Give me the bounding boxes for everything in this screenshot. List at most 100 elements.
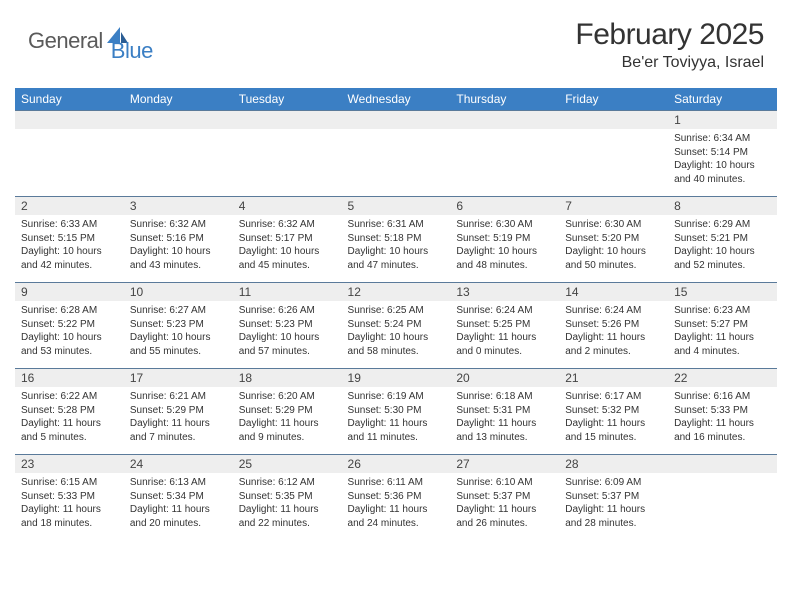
calendar-cell: 28Sunrise: 6:09 AMSunset: 5:37 PMDayligh… (559, 454, 668, 540)
sunrise-label: Sunrise: (239, 391, 278, 402)
sunset-value: 5:36 PM (384, 491, 421, 502)
day-number: 8 (668, 196, 777, 215)
calendar-cell (124, 110, 233, 196)
day-number: 22 (668, 368, 777, 387)
daylight-label: Daylight: (348, 504, 390, 515)
sunset-label: Sunset: (674, 405, 711, 416)
daylight-label: Daylight: (348, 332, 390, 343)
day-details: Sunrise: 6:15 AMSunset: 5:33 PMDaylight:… (15, 473, 124, 533)
calendar-cell: 13Sunrise: 6:24 AMSunset: 5:25 PMDayligh… (450, 282, 559, 368)
day-number: 27 (450, 454, 559, 473)
calendar-cell (559, 110, 668, 196)
daylight-label: Daylight: (565, 332, 607, 343)
sunset-value: 5:24 PM (384, 319, 421, 330)
sunrise-label: Sunrise: (239, 477, 278, 488)
sunrise-label: Sunrise: (348, 391, 387, 402)
sunrise-value: 6:18 AM (496, 391, 533, 402)
day-number: 6 (450, 196, 559, 215)
sunset-label: Sunset: (130, 405, 167, 416)
calendar-cell: 18Sunrise: 6:20 AMSunset: 5:29 PMDayligh… (233, 368, 342, 454)
sunrise-label: Sunrise: (348, 305, 387, 316)
sunrise-label: Sunrise: (21, 477, 60, 488)
day-number: 20 (450, 368, 559, 387)
sunrise-value: 6:32 AM (169, 219, 206, 230)
day-details: Sunrise: 6:34 AMSunset: 5:14 PMDaylight:… (668, 129, 777, 189)
sunset-value: 5:25 PM (493, 319, 530, 330)
daylight-label: Daylight: (21, 504, 63, 515)
calendar-cell: 20Sunrise: 6:18 AMSunset: 5:31 PMDayligh… (450, 368, 559, 454)
day-details: Sunrise: 6:17 AMSunset: 5:32 PMDaylight:… (559, 387, 668, 447)
calendar-cell (342, 110, 451, 196)
day-details: Sunrise: 6:12 AMSunset: 5:35 PMDaylight:… (233, 473, 342, 533)
day-number: 5 (342, 196, 451, 215)
calendar-cell: 21Sunrise: 6:17 AMSunset: 5:32 PMDayligh… (559, 368, 668, 454)
sunrise-value: 6:23 AM (714, 305, 751, 316)
sunrise-label: Sunrise: (456, 477, 495, 488)
day-details: Sunrise: 6:10 AMSunset: 5:37 PMDaylight:… (450, 473, 559, 533)
sunrise-value: 6:27 AM (169, 305, 206, 316)
day-number: 18 (233, 368, 342, 387)
daylight-label: Daylight: (21, 418, 63, 429)
day-number: 2 (15, 196, 124, 215)
location: Be'er Toviyya, Israel (575, 54, 764, 72)
sunrise-value: 6:12 AM (278, 477, 315, 488)
sunset-label: Sunset: (456, 491, 493, 502)
day-number: 11 (233, 282, 342, 301)
sunrise-label: Sunrise: (456, 219, 495, 230)
day-details: Sunrise: 6:25 AMSunset: 5:24 PMDaylight:… (342, 301, 451, 361)
sunset-value: 5:32 PM (602, 405, 639, 416)
calendar-cell: 14Sunrise: 6:24 AMSunset: 5:26 PMDayligh… (559, 282, 668, 368)
sunrise-label: Sunrise: (565, 305, 604, 316)
sunset-label: Sunset: (565, 491, 602, 502)
sunset-value: 5:18 PM (384, 233, 421, 244)
sunrise-label: Sunrise: (565, 477, 604, 488)
sunset-label: Sunset: (130, 319, 167, 330)
sunrise-value: 6:22 AM (60, 391, 97, 402)
calendar-cell (668, 454, 777, 540)
sunset-label: Sunset: (674, 233, 711, 244)
sunset-label: Sunset: (130, 491, 167, 502)
sunrise-value: 6:28 AM (60, 305, 97, 316)
sunset-value: 5:29 PM (275, 405, 312, 416)
daylight-label: Daylight: (239, 418, 281, 429)
empty-day-header (342, 110, 451, 129)
calendar-cell: 12Sunrise: 6:25 AMSunset: 5:24 PMDayligh… (342, 282, 451, 368)
sunrise-label: Sunrise: (674, 391, 713, 402)
sunrise-value: 6:31 AM (387, 219, 424, 230)
sunrise-label: Sunrise: (130, 477, 169, 488)
daylight-label: Daylight: (239, 332, 281, 343)
day-details: Sunrise: 6:11 AMSunset: 5:36 PMDaylight:… (342, 473, 451, 533)
sunset-label: Sunset: (239, 233, 276, 244)
sunrise-label: Sunrise: (348, 477, 387, 488)
sunset-label: Sunset: (565, 233, 602, 244)
sunset-label: Sunset: (456, 319, 493, 330)
sunrise-value: 6:33 AM (60, 219, 97, 230)
sunrise-label: Sunrise: (565, 391, 604, 402)
empty-day-header (559, 110, 668, 129)
sunset-label: Sunset: (21, 405, 58, 416)
header: General Blue February 2025 Be'er Toviyya… (0, 0, 792, 80)
sunset-value: 5:14 PM (711, 147, 748, 158)
sunrise-value: 6:16 AM (714, 391, 751, 402)
day-details: Sunrise: 6:09 AMSunset: 5:37 PMDaylight:… (559, 473, 668, 533)
calendar-cell: 6Sunrise: 6:30 AMSunset: 5:19 PMDaylight… (450, 196, 559, 282)
sunset-label: Sunset: (21, 491, 58, 502)
logo-text-blue: Blue (111, 38, 153, 64)
calendar-cell: 4Sunrise: 6:32 AMSunset: 5:17 PMDaylight… (233, 196, 342, 282)
daylight-label: Daylight: (456, 332, 498, 343)
sunrise-label: Sunrise: (674, 305, 713, 316)
sunset-value: 5:33 PM (711, 405, 748, 416)
sunset-value: 5:31 PM (493, 405, 530, 416)
sunset-value: 5:37 PM (493, 491, 530, 502)
day-number: 13 (450, 282, 559, 301)
calendar-cell: 10Sunrise: 6:27 AMSunset: 5:23 PMDayligh… (124, 282, 233, 368)
sunrise-value: 6:32 AM (278, 219, 315, 230)
dayname-tuesday: Tuesday (233, 88, 342, 110)
sunset-value: 5:16 PM (167, 233, 204, 244)
sunset-label: Sunset: (21, 319, 58, 330)
calendar-cell (233, 110, 342, 196)
sunset-value: 5:23 PM (275, 319, 312, 330)
calendar-cell: 16Sunrise: 6:22 AMSunset: 5:28 PMDayligh… (15, 368, 124, 454)
sunrise-value: 6:34 AM (714, 133, 751, 144)
sunset-value: 5:22 PM (58, 319, 95, 330)
